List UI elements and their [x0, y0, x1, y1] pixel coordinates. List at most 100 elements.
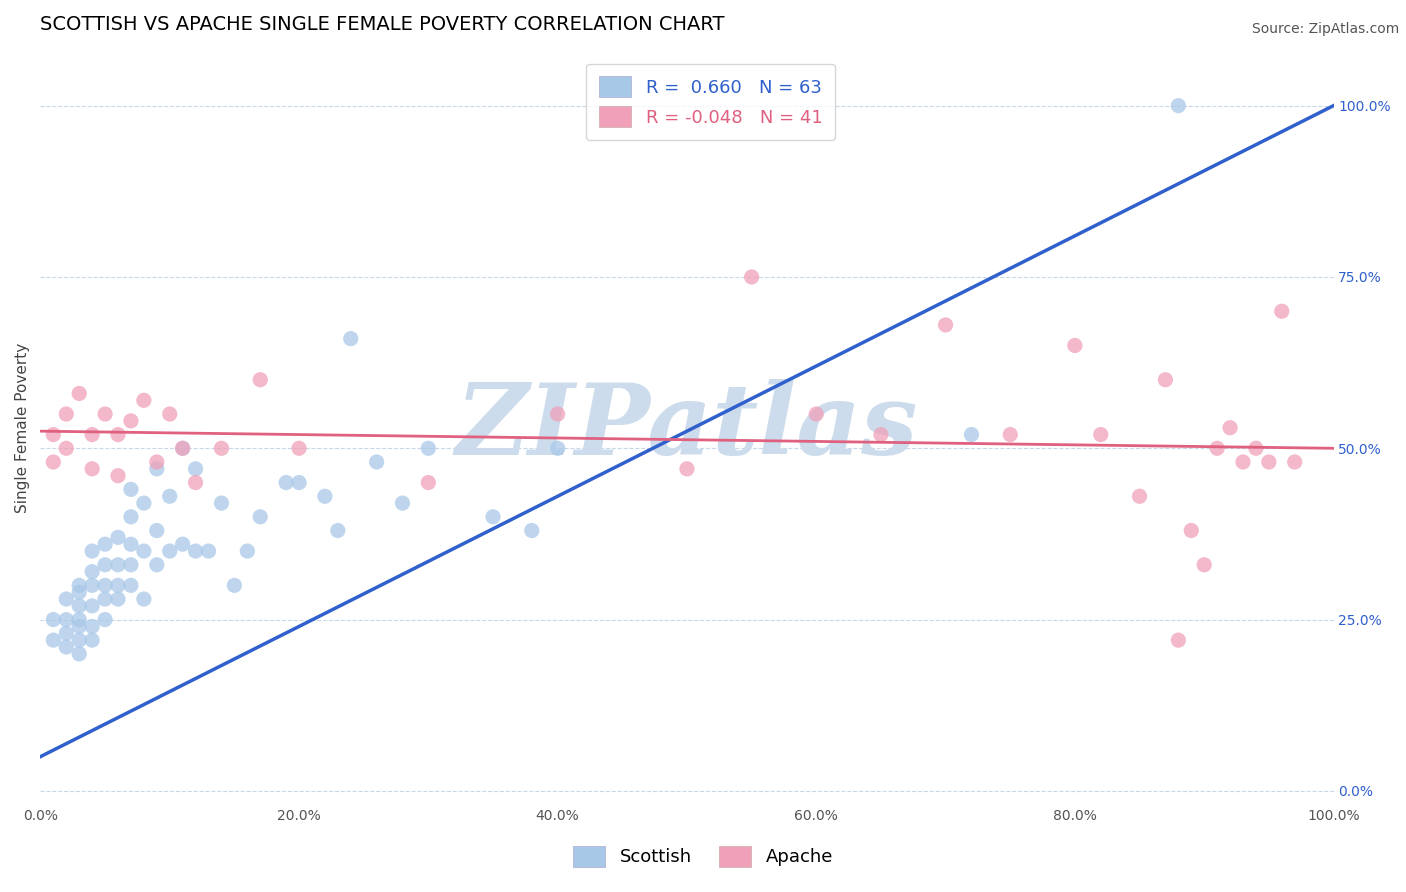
Point: [55, 442, 77, 456]
Point: [120, 558, 142, 572]
Point: [1271, 304, 1294, 318]
Point: [107, 530, 129, 544]
Point: [159, 544, 181, 558]
Point: [1167, 98, 1189, 112]
Point: [172, 442, 194, 456]
Point: [94, 613, 117, 627]
Point: [82, 619, 104, 633]
Point: [1232, 455, 1254, 469]
Point: [107, 468, 129, 483]
Point: [172, 442, 194, 456]
Point: [418, 475, 440, 490]
Point: [55, 626, 77, 640]
Point: [547, 407, 569, 421]
Point: [274, 475, 297, 490]
Point: [82, 544, 104, 558]
Point: [1284, 455, 1306, 469]
Point: [146, 455, 169, 469]
Point: [159, 407, 181, 421]
Point: [42, 427, 65, 442]
Point: [82, 462, 104, 476]
Point: [67, 599, 90, 613]
Text: ZIPatlas: ZIPatlas: [456, 379, 918, 476]
Point: [94, 407, 117, 421]
Point: [132, 393, 155, 408]
Point: [132, 544, 155, 558]
Legend: Scottish, Apache: Scottish, Apache: [565, 838, 841, 874]
Point: [249, 373, 271, 387]
Point: [288, 475, 311, 490]
Point: [159, 489, 181, 503]
Point: [482, 509, 505, 524]
Point: [107, 558, 129, 572]
Point: [82, 599, 104, 613]
Point: [1000, 427, 1022, 442]
Point: [120, 509, 142, 524]
Point: [94, 592, 117, 607]
Point: [132, 496, 155, 510]
Point: [249, 509, 271, 524]
Point: [1244, 442, 1267, 456]
Point: [120, 414, 142, 428]
Point: [107, 427, 129, 442]
Point: [935, 318, 957, 332]
Point: [42, 455, 65, 469]
Point: [224, 578, 246, 592]
Point: [120, 537, 142, 551]
Point: [82, 578, 104, 592]
Point: [120, 578, 142, 592]
Point: [67, 647, 90, 661]
Point: [94, 558, 117, 572]
Point: [1192, 558, 1215, 572]
Point: [197, 544, 219, 558]
Point: [132, 592, 155, 607]
Point: [67, 619, 90, 633]
Point: [741, 270, 763, 285]
Point: [82, 565, 104, 579]
Point: [1090, 427, 1112, 442]
Point: [184, 544, 207, 558]
Point: [1064, 338, 1087, 352]
Point: [339, 332, 361, 346]
Point: [288, 442, 311, 456]
Point: [211, 496, 233, 510]
Point: [1167, 633, 1189, 648]
Point: [326, 524, 349, 538]
Point: [184, 475, 207, 490]
Point: [146, 558, 169, 572]
Y-axis label: Single Female Poverty: Single Female Poverty: [15, 343, 30, 513]
Point: [547, 442, 569, 456]
Point: [184, 462, 207, 476]
Point: [211, 442, 233, 456]
Point: [1154, 373, 1177, 387]
Point: [107, 578, 129, 592]
Point: [55, 613, 77, 627]
Text: Source: ZipAtlas.com: Source: ZipAtlas.com: [1251, 22, 1399, 37]
Point: [55, 407, 77, 421]
Point: [1257, 455, 1279, 469]
Point: [520, 524, 543, 538]
Point: [146, 524, 169, 538]
Point: [67, 578, 90, 592]
Text: SCOTTISH VS APACHE SINGLE FEMALE POVERTY CORRELATION CHART: SCOTTISH VS APACHE SINGLE FEMALE POVERTY…: [41, 15, 725, 34]
Point: [391, 496, 413, 510]
Legend: R =  0.660   N = 63, R = -0.048   N = 41: R = 0.660 N = 63, R = -0.048 N = 41: [586, 63, 835, 140]
Point: [1128, 489, 1150, 503]
Point: [870, 427, 893, 442]
Point: [67, 633, 90, 648]
Point: [94, 537, 117, 551]
Point: [314, 489, 336, 503]
Point: [42, 633, 65, 648]
Point: [1219, 421, 1241, 435]
Point: [67, 585, 90, 599]
Point: [366, 455, 388, 469]
Point: [1206, 442, 1229, 456]
Point: [806, 407, 828, 421]
Point: [146, 462, 169, 476]
Point: [172, 537, 194, 551]
Point: [1180, 524, 1202, 538]
Point: [120, 483, 142, 497]
Point: [42, 613, 65, 627]
Point: [82, 633, 104, 648]
Point: [236, 544, 259, 558]
